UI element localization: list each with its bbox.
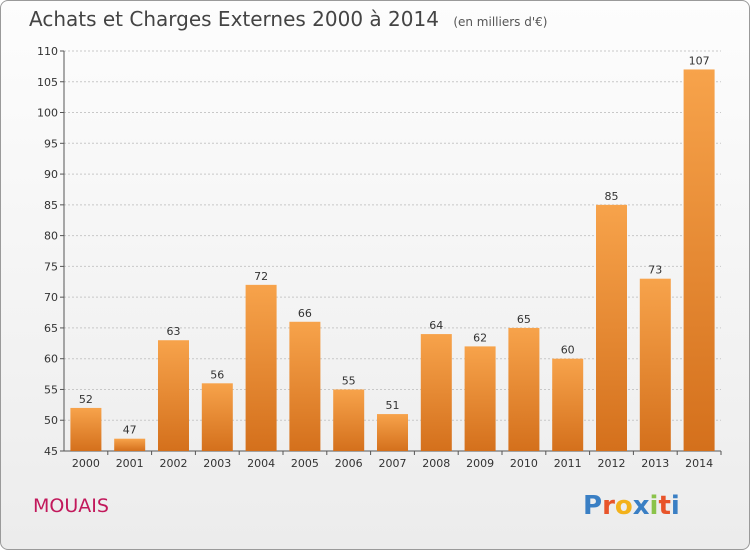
x-tick-label-2010: 2010 xyxy=(510,457,538,470)
bar-2006 xyxy=(333,389,365,451)
bar-2000 xyxy=(70,407,102,451)
y-tick-label: 90 xyxy=(44,168,58,181)
x-tick-label-2007: 2007 xyxy=(379,457,407,470)
y-tick-label: 65 xyxy=(44,322,58,335)
x-tick-label-2013: 2013 xyxy=(641,457,669,470)
x-tick-label-2008: 2008 xyxy=(422,457,450,470)
data-label-2001: 47 xyxy=(123,424,137,437)
y-tick-label: 50 xyxy=(44,414,58,427)
x-tick-label-2004: 2004 xyxy=(247,457,275,470)
logo-letter: i xyxy=(670,491,680,521)
bar-2013 xyxy=(639,278,671,451)
y-tick-label: 80 xyxy=(44,230,58,243)
x-tick-label-2006: 2006 xyxy=(335,457,363,470)
y-tick-label: 60 xyxy=(44,353,58,366)
data-label-2006: 55 xyxy=(342,374,356,387)
data-label-2005: 66 xyxy=(298,307,312,320)
x-tick-label-2000: 2000 xyxy=(72,457,100,470)
data-label-2000: 52 xyxy=(79,393,93,406)
y-tick-label: 75 xyxy=(44,260,58,273)
x-tick-label-2012: 2012 xyxy=(598,457,626,470)
data-label-2002: 63 xyxy=(167,325,181,338)
bar-2008 xyxy=(420,334,452,451)
bar-2010 xyxy=(508,327,540,451)
bar-2003 xyxy=(201,383,233,451)
logo-letter: i xyxy=(649,491,659,521)
logo-letter: r xyxy=(602,491,615,521)
bar-2001 xyxy=(114,438,146,451)
logo-letter: o xyxy=(614,491,633,521)
bar-2014 xyxy=(683,69,715,451)
data-label-2008: 64 xyxy=(429,319,443,332)
data-label-2013: 73 xyxy=(648,264,662,277)
chart-subtitle: (en milliers d'€) xyxy=(453,15,548,29)
data-label-2009: 62 xyxy=(473,331,487,344)
x-tick-label-2011: 2011 xyxy=(554,457,582,470)
data-label-2014: 107 xyxy=(689,54,710,67)
y-tick-label: 85 xyxy=(44,199,58,212)
bar-2009 xyxy=(464,346,496,451)
logo-letter: x xyxy=(632,491,650,521)
proxiti-logo: Proxiti xyxy=(583,491,680,521)
bar-2007 xyxy=(377,414,408,451)
data-label-2010: 65 xyxy=(517,313,531,326)
chart-title: Achats et Charges Externes 2000 à 2014 (… xyxy=(29,7,547,31)
data-label-2011: 60 xyxy=(561,344,575,357)
y-tick-label: 110 xyxy=(37,45,58,58)
bar-2005 xyxy=(289,321,321,451)
x-tick-label-2001: 2001 xyxy=(116,457,144,470)
data-label-2004: 72 xyxy=(254,270,268,283)
commune-name: MOUAIS xyxy=(33,495,109,517)
bar-2004 xyxy=(245,284,277,451)
bar-2011 xyxy=(552,358,584,451)
y-tick-label: 70 xyxy=(44,291,58,304)
x-tick-label-2005: 2005 xyxy=(291,457,319,470)
y-tick-label: 55 xyxy=(44,383,58,396)
chart-title-text: Achats et Charges Externes 2000 à 2014 xyxy=(29,7,439,31)
y-tick-label: 45 xyxy=(44,445,58,458)
data-label-2012: 85 xyxy=(605,190,619,203)
bar-2012 xyxy=(596,204,627,451)
logo-letter: t xyxy=(658,491,671,521)
y-tick-label: 100 xyxy=(37,107,58,120)
x-tick-label-2003: 2003 xyxy=(203,457,231,470)
x-tick-label-2002: 2002 xyxy=(160,457,188,470)
data-label-2007: 51 xyxy=(386,399,400,412)
y-tick-label: 105 xyxy=(37,76,58,89)
x-tick-label-2009: 2009 xyxy=(466,457,494,470)
data-label-2003: 56 xyxy=(210,368,224,381)
bar-2002 xyxy=(158,340,189,451)
x-tick-label-2014: 2014 xyxy=(685,457,713,470)
logo-letter: P xyxy=(583,491,603,521)
y-tick-label: 95 xyxy=(44,137,58,150)
